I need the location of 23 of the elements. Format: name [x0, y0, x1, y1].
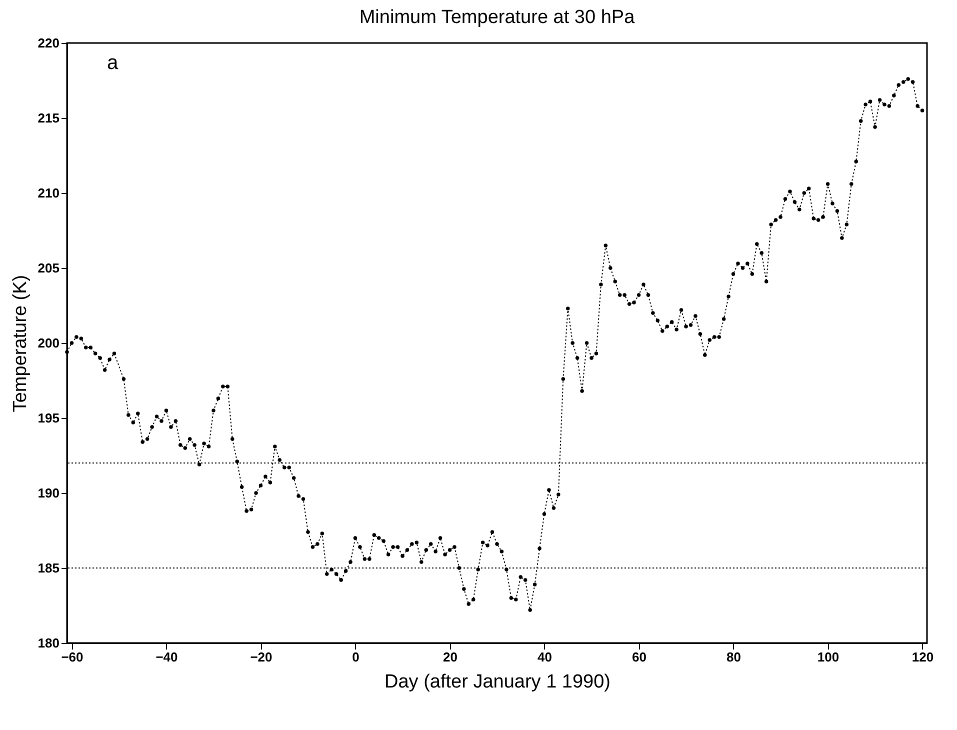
- x-tick-label: 0: [352, 650, 360, 664]
- x-tick-label: 20: [443, 650, 458, 664]
- y-tick-label: 200: [38, 336, 60, 350]
- y-tick-label: 215: [38, 110, 60, 126]
- y-tick-label: 180: [38, 636, 60, 650]
- y-tick-label: 195: [38, 410, 60, 426]
- annotation: a: [107, 52, 119, 74]
- x-tick-label: 40: [538, 650, 552, 664]
- y-axis-title: Temperature (K): [10, 274, 31, 412]
- x-tick-label: 80: [726, 650, 741, 664]
- x-tick-label: 100: [817, 650, 840, 664]
- y-tick-label: 205: [38, 260, 60, 276]
- x-axis-title: Day (after January 1 1990): [384, 672, 611, 692]
- x-tick-label: −40: [156, 650, 178, 664]
- x-tick-label: 60: [632, 650, 646, 664]
- y-tick-label: 210: [38, 186, 60, 200]
- chart-title: Minimum Temperature at 30 hPa: [359, 7, 636, 28]
- x-tick-label: −20: [250, 650, 272, 664]
- y-tick-label: 185: [38, 560, 60, 576]
- y-tick-label: 190: [38, 486, 60, 500]
- x-tick-label: 120: [912, 650, 934, 664]
- y-tick-label: 220: [38, 36, 60, 50]
- x-tick-label: −60: [61, 650, 84, 664]
